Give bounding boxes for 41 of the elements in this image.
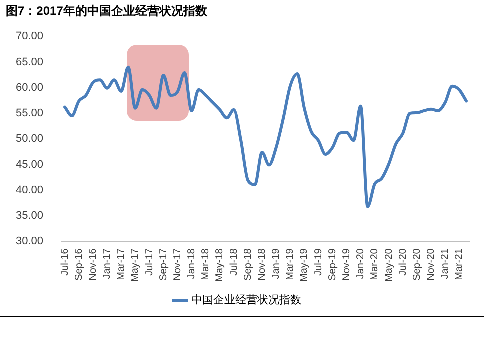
x-tick-label: Sep-17	[158, 248, 170, 281]
y-tick-label: 40.00	[16, 184, 44, 196]
x-tick-label: Mar-18	[200, 248, 212, 280]
x-tick-label: Jul-17	[144, 248, 156, 276]
x-tick-label: Jan-17	[102, 248, 114, 280]
x-tick-label: Nov-20	[426, 248, 438, 281]
x-tick-label: Sep-18	[242, 248, 254, 281]
x-tick-label: Jul-19	[313, 248, 324, 276]
x-tick-label: Jan-21	[440, 248, 452, 280]
x-tick-label: May-17	[130, 248, 142, 282]
x-tick-label: Jan-18	[186, 248, 198, 280]
x-tick-label: May-18	[214, 248, 226, 282]
y-tick-label: 55.00	[16, 108, 44, 120]
y-tick-label: 50.00	[16, 133, 44, 146]
x-tick-label: May-19	[299, 248, 310, 282]
x-tick-label: Sep-20	[412, 248, 423, 281]
x-tick-label: May-20	[384, 248, 395, 282]
y-tick-label: 70.00	[16, 30, 44, 43]
x-tick-label: Mar-21	[454, 248, 466, 280]
chart-title: 图7：2017年的中国企业经营状况指数	[6, 3, 208, 20]
x-tick-label: Jul-18	[228, 248, 240, 276]
x-tick-label: Nov-18	[256, 248, 268, 281]
y-tick-label: 45.00	[16, 158, 44, 171]
y-tick-label: 30.00	[16, 236, 44, 248]
x-tick-label: Nov-19	[342, 248, 353, 281]
x-tick-label: Mar-20	[370, 248, 381, 280]
x-tick-label: Jul-16	[60, 248, 71, 276]
y-tick-label: 35.00	[16, 210, 44, 222]
x-tick-label: Mar-19	[285, 248, 296, 280]
x-tick-label: Sep-16	[74, 248, 85, 281]
legend-label: 中国企业经营状况指数	[191, 293, 302, 306]
x-tick-label: Nov-16	[88, 248, 99, 281]
x-tick-label: Sep-19	[327, 248, 338, 281]
x-tick-label: Mar-17	[116, 248, 128, 280]
x-tick-label: Nov-17	[172, 248, 184, 281]
x-tick-label: Jul-20	[398, 248, 409, 276]
line-series	[64, 66, 468, 208]
y-tick-label: 60.00	[16, 82, 44, 94]
x-tick-label: Jan-19	[271, 248, 282, 280]
y-tick-label: 65.00	[16, 56, 44, 68]
x-tick-label: Jan-20	[356, 248, 367, 280]
